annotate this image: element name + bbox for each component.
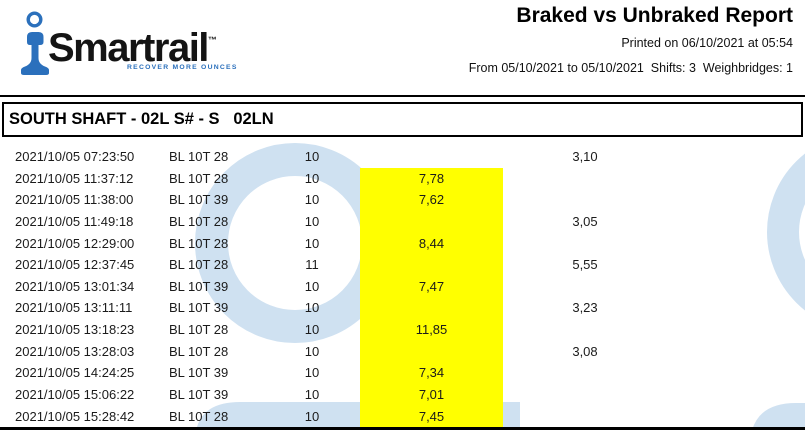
unbraked-value-cell: 3,23: [572, 300, 598, 316]
header-separator-rule: [0, 95, 805, 97]
table-row: 2021/10/05 12:37:45 BL 10T 28 11 5,55: [0, 254, 805, 276]
count-cell: 10: [304, 213, 320, 229]
wagon-cell: BL 10T 39: [169, 300, 229, 316]
timestamp-cell: 2021/10/05 15:06:22: [15, 387, 135, 403]
count-cell: 11: [305, 257, 319, 273]
table-row: 2021/10/05 15:28:42 BL 10T 28 10 7,45: [0, 405, 805, 428]
count-cell: 10: [304, 343, 320, 359]
wagon-cell: BL 10T 39: [169, 278, 229, 294]
timestamp-cell: 2021/10/05 12:29:00: [15, 235, 135, 251]
rail-profile-icon: [21, 11, 49, 75]
table-row: 2021/10/05 11:38:00 BL 10T 39 10 7,62: [0, 189, 805, 211]
unbraked-value-cell: 5,55: [572, 257, 598, 273]
wagon-cell: BL 10T 39: [169, 365, 229, 381]
wagon-cell: BL 10T 39: [169, 192, 229, 208]
unbraked-value-cell: [540, 168, 630, 190]
brand-tagline: RECOVER MORE OUNCES: [127, 64, 238, 71]
unbraked-value-cell: [540, 233, 630, 255]
braked-value-cell: 7,34: [360, 362, 503, 385]
count-cell: 10: [304, 387, 320, 403]
braked-value-cell: [360, 254, 503, 276]
section-title: SOUTH SHAFT - 02L S# - S 02LN: [9, 110, 274, 128]
timestamp-cell: 2021/10/05 11:38:00: [15, 192, 134, 208]
timestamp-cell: 2021/10/05 15:28:42: [15, 408, 135, 424]
count-cell: 10: [304, 170, 320, 186]
table-row: 2021/10/05 11:49:18 BL 10T 28 10 3,05: [0, 210, 805, 233]
count-cell: 10: [304, 300, 320, 316]
braked-value-cell: 7,45: [360, 405, 503, 428]
unbraked-value-cell: [540, 319, 630, 341]
unbraked-value-cell: [540, 362, 630, 384]
wagon-cell: BL 10T 39: [169, 387, 229, 403]
timestamp-cell: 2021/10/05 11:37:12: [15, 170, 134, 186]
printed-on-line: Printed on 06/10/2021 at 05:54: [621, 36, 793, 50]
count-cell: 10: [304, 149, 320, 164]
braked-value-cell: 11,85: [360, 319, 503, 341]
braked-value-cell: 7,62: [360, 189, 503, 211]
smartrail-logo: Smartrail™ RECOVER MORE OUNCES: [15, 2, 255, 84]
braked-value-cell: 7,47: [360, 275, 503, 298]
braked-value-cell: 7,78: [360, 167, 503, 190]
table-row: 2021/10/05 14:24:25 BL 10T 39 10 7,34: [0, 362, 805, 385]
braked-value-cell: 8,44: [360, 232, 503, 255]
wagon-cell: BL 10T 28: [169, 170, 229, 186]
unbraked-value-cell: [540, 406, 630, 428]
unbraked-value-cell: 3,05: [572, 213, 598, 229]
table-row: 2021/10/05 15:06:22 BL 10T 39 10 7,01: [0, 384, 805, 406]
count-cell: 10: [304, 408, 320, 424]
braked-value-cell: [360, 210, 503, 233]
next-section-top-rule: [0, 427, 805, 430]
unbraked-value-cell: [540, 384, 630, 406]
section-header-bar: SOUTH SHAFT - 02L S# - S 02LN: [2, 102, 803, 137]
unbraked-value-cell: 3,10: [572, 149, 598, 164]
timestamp-cell: 2021/10/05 13:18:23: [15, 322, 135, 338]
count-cell: 10: [304, 365, 320, 381]
wagon-cell: BL 10T 28: [169, 257, 229, 273]
table-row: 2021/10/05 13:11:11 BL 10T 39 10 3,23: [0, 297, 805, 320]
brand-name: Smartrail™: [48, 26, 217, 70]
table-row: 2021/10/05 13:18:23 BL 10T 28 10 11,85: [0, 319, 805, 341]
timestamp-cell: 2021/10/05 14:24:25: [15, 365, 135, 381]
wagon-cell: BL 10T 28: [169, 213, 229, 229]
timestamp-cell: 2021/10/05 12:37:45: [15, 257, 135, 273]
wagon-cell: BL 10T 28: [169, 322, 229, 338]
table-row: 2021/10/05 13:01:34 BL 10T 39 10 7,47: [0, 275, 805, 298]
unbraked-value-cell: 3,08: [572, 343, 598, 359]
timestamp-cell: 2021/10/05 07:23:50: [15, 149, 135, 164]
wagon-cell: BL 10T 28: [169, 235, 229, 251]
count-cell: 10: [304, 192, 320, 208]
timestamp-cell: 2021/10/05 11:49:18: [15, 213, 134, 229]
table-row: 2021/10/05 11:37:12 BL 10T 28 10 7,78: [0, 167, 805, 190]
count-cell: 10: [304, 278, 320, 294]
report-title: Braked vs Unbraked Report: [516, 4, 793, 27]
unbraked-value-cell: [540, 276, 630, 298]
table-row: 2021/10/05 07:23:50 BL 10T 28 10 3,10: [0, 146, 805, 168]
count-cell: 10: [304, 235, 320, 251]
braked-value-cell: [360, 340, 503, 363]
trademark-symbol: ™: [207, 35, 217, 45]
table-body: 2021/10/05 07:23:50 BL 10T 28 10 3,10 20…: [0, 146, 805, 428]
braked-value-cell: [360, 146, 503, 168]
count-cell: 10: [304, 322, 320, 338]
timestamp-cell: 2021/10/05 13:01:34: [15, 278, 135, 294]
timestamp-cell: 2021/10/05 13:11:11: [15, 300, 133, 316]
unbraked-value-cell: [540, 189, 630, 211]
wagon-cell: BL 10T 28: [169, 343, 229, 359]
table-row: 2021/10/05 12:29:00 BL 10T 28 10 8,44: [0, 232, 805, 255]
braked-value-cell: 7,01: [360, 384, 503, 406]
wagon-cell: BL 10T 28: [169, 149, 229, 164]
report-filters-line: From 05/10/2021 to 05/10/2021 Shifts: 3 …: [468, 61, 793, 75]
timestamp-cell: 2021/10/05 13:28:03: [15, 343, 135, 359]
wagon-cell: BL 10T 28: [169, 408, 229, 424]
table-row: 2021/10/05 13:28:03 BL 10T 28 10 3,08: [0, 340, 805, 363]
braked-value-cell: [360, 297, 503, 320]
